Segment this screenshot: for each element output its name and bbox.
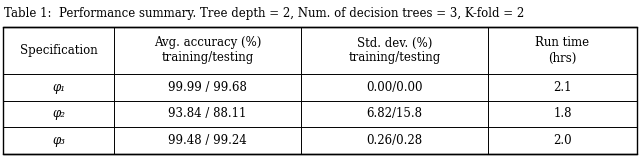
Text: φ₃: φ₃ — [52, 134, 65, 147]
Text: 2.0: 2.0 — [553, 134, 572, 147]
Text: 1.8: 1.8 — [553, 108, 572, 120]
Text: φ₂: φ₂ — [52, 108, 65, 120]
Text: 2.1: 2.1 — [553, 81, 572, 94]
Text: 0.00/0.00: 0.00/0.00 — [366, 81, 423, 94]
Bar — [3, 27, 637, 154]
Text: Table 1:  Performance summary. Tree depth = 2, Num. of decision trees = 3, K-fol: Table 1: Performance summary. Tree depth… — [4, 7, 524, 20]
Text: 0.26/0.28: 0.26/0.28 — [367, 134, 422, 147]
Text: Specification: Specification — [20, 44, 97, 57]
Text: Avg. accuracy (%)
training/testing: Avg. accuracy (%) training/testing — [154, 36, 261, 65]
Text: 6.82/15.8: 6.82/15.8 — [367, 108, 422, 120]
Text: 99.48 / 99.24: 99.48 / 99.24 — [168, 134, 247, 147]
Text: Run time
(hrs): Run time (hrs) — [536, 36, 589, 65]
Text: 93.84 / 88.11: 93.84 / 88.11 — [168, 108, 246, 120]
Text: 99.99 / 99.68: 99.99 / 99.68 — [168, 81, 247, 94]
Text: Std. dev. (%)
training/testing: Std. dev. (%) training/testing — [348, 36, 440, 65]
Text: φ₁: φ₁ — [52, 81, 65, 94]
